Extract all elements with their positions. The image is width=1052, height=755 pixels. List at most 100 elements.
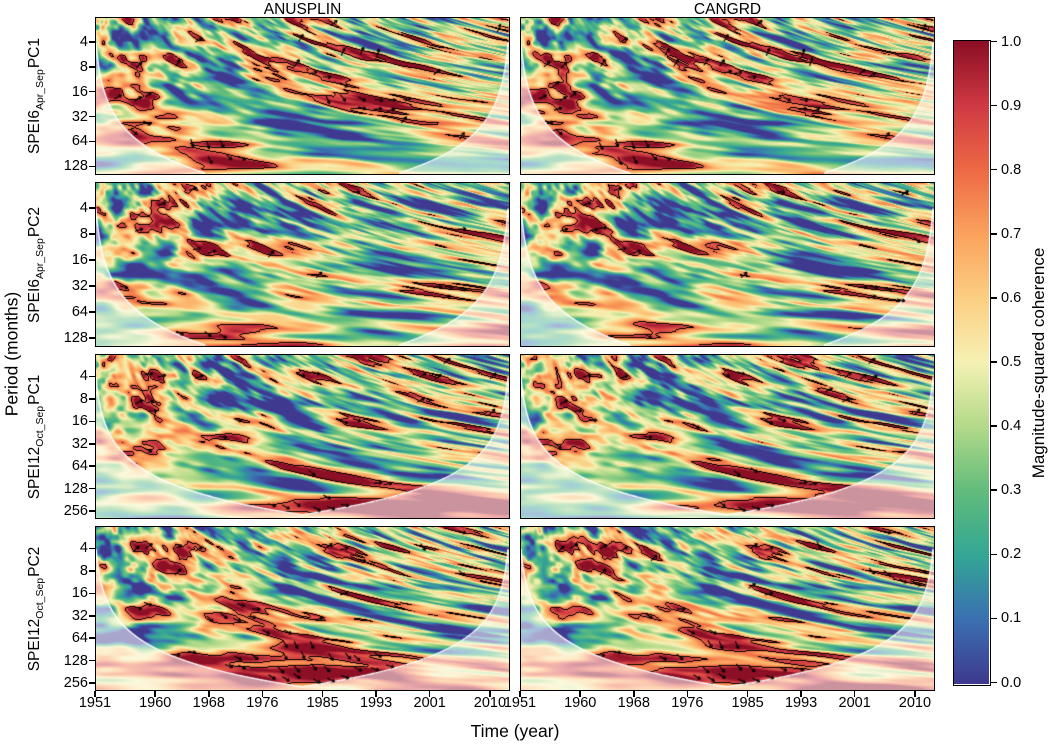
y-tick-mark [89, 375, 95, 378]
y-tick-label: 128 [63, 480, 88, 497]
colorbar-tick-label: 0.5 [1001, 354, 1022, 370]
x-tick-mark [321, 691, 324, 697]
x-tick-label: 1976 [671, 695, 704, 711]
y-tick-mark [89, 311, 95, 313]
x-tick-mark [375, 691, 377, 697]
x-tick-label: 2001 [838, 695, 871, 711]
colorbar-tick-mark [991, 681, 997, 684]
colorbar-tick-mark [991, 40, 997, 43]
column-title-anusplin: ANUSPLIN [263, 1, 342, 18]
y-tick-label: 8 [79, 390, 88, 407]
x-tick-label: 2001 [413, 695, 446, 711]
row-label-base: SPEI6 [25, 110, 43, 154]
y-tick-label: 64 [71, 303, 88, 320]
x-tick-mark [853, 691, 856, 697]
y-tick-mark [89, 443, 95, 445]
x-tick-mark [154, 691, 156, 697]
x-tick-mark [208, 691, 210, 697]
row-label-spei6-apr-sep-pc2: SPEI6Apr_SepPC2 [26, 207, 46, 323]
y-tick-label: 32 [71, 108, 88, 125]
y-tick-label: 4 [79, 33, 88, 50]
panel-spei12-pc2-anusplin [95, 526, 510, 691]
y-tick-mark [89, 398, 95, 400]
wavelet-coherence-heatmap [521, 527, 934, 690]
panel-spei6-pc2-cangrd [520, 182, 935, 347]
y-tick-mark [89, 337, 95, 339]
colorbar [953, 40, 991, 686]
x-tick-label: 1968 [617, 695, 650, 711]
colorbar-tick-label: 0.2 [1001, 546, 1022, 563]
y-tick-mark [89, 285, 95, 287]
wavelet-coherence-heatmap [521, 355, 934, 518]
colorbar-tick-mark [991, 553, 997, 556]
colorbar-tick-mark [991, 361, 997, 363]
column-title-cangrd: CANGRD [693, 1, 762, 18]
colorbar-tick-label: 0.1 [1001, 610, 1022, 627]
x-tick-label: 1985 [731, 695, 764, 711]
x-tick-label: 2010 [473, 695, 507, 711]
colorbar-tick-label: 0.0 [1001, 674, 1022, 691]
y-tick-mark [89, 233, 95, 235]
wavelet-coherence-heatmap [96, 18, 509, 174]
x-tick-label: 1951 [503, 695, 537, 711]
x-axis-label: Time (year) [470, 721, 560, 741]
x-tick-label: 1960 [139, 695, 172, 711]
y-tick-mark [89, 510, 95, 512]
y-tick-label: 4 [79, 368, 88, 385]
y-tick-mark [89, 165, 95, 168]
y-tick-label: 4 [79, 540, 88, 557]
y-tick-label: 4 [79, 199, 88, 216]
colorbar-tick-mark [991, 233, 997, 235]
y-tick-mark [89, 465, 95, 467]
x-tick-label: 1968 [192, 695, 225, 711]
colorbar-tick-mark [991, 297, 997, 299]
colorbar-tick-mark [991, 168, 997, 171]
x-tick-label: 1976 [246, 695, 279, 711]
colorbar-tick-label: 0.4 [1001, 418, 1022, 435]
y-tick-mark [89, 570, 95, 572]
colorbar-tick-mark [991, 489, 997, 491]
row-label-suffix: PC1 [25, 38, 43, 69]
colorbar-gradient [954, 41, 989, 684]
y-tick-mark [89, 115, 95, 118]
x-tick-label: 1960 [564, 695, 597, 711]
y-tick-mark [89, 66, 95, 68]
colorbar-tick-mark [991, 104, 997, 107]
row-label-suffix: PC2 [25, 206, 43, 237]
x-tick-label: 1951 [78, 695, 112, 711]
x-tick-mark [519, 691, 521, 697]
colorbar-tick-label: 1.0 [1001, 33, 1022, 50]
x-tick-mark [579, 691, 581, 697]
y-tick-label: 128 [63, 329, 88, 346]
row-label-spei12-oct-sep-pc1: SPEI12Oct_SepPC1 [26, 374, 46, 499]
colorbar-tick-label: 0.8 [1001, 161, 1022, 178]
row-label-subscript: Apr_Sep [34, 237, 47, 279]
y-tick-mark [89, 90, 95, 93]
x-tick-mark [686, 691, 689, 697]
y-tick-mark [89, 207, 95, 209]
y-tick-mark [89, 615, 95, 617]
colorbar-tick-label: 0.7 [1001, 225, 1022, 242]
y-tick-label: 32 [71, 277, 88, 294]
wavelet-coherence-heatmap [521, 183, 934, 346]
colorbar-tick-label: 0.9 [1001, 97, 1022, 114]
row-label-spei6-apr-sep-pc1: SPEI6Apr_SepPC1 [26, 38, 46, 154]
y-tick-mark [89, 41, 95, 43]
y-tick-label: 8 [79, 225, 88, 242]
x-tick-label: 1993 [784, 695, 818, 711]
y-tick-label: 64 [71, 630, 88, 647]
panel-spei6-pc1-cangrd [520, 17, 935, 175]
x-tick-label: 1985 [306, 695, 339, 711]
row-label-base: SPEI12 [25, 618, 43, 671]
row-label-base: SPEI12 [25, 446, 43, 499]
y-tick-label: 8 [79, 562, 88, 579]
row-label-suffix: PC2 [25, 546, 43, 577]
row-label-suffix: PC1 [25, 374, 43, 405]
wavelet-coherence-heatmap [96, 183, 509, 346]
y-tick-label: 16 [71, 413, 88, 430]
wavelet-coherence-heatmap [96, 355, 509, 518]
row-label-base: SPEI6 [25, 278, 43, 323]
panel-spei6-pc1-anusplin [95, 17, 510, 175]
colorbar-tick-mark [991, 617, 997, 620]
